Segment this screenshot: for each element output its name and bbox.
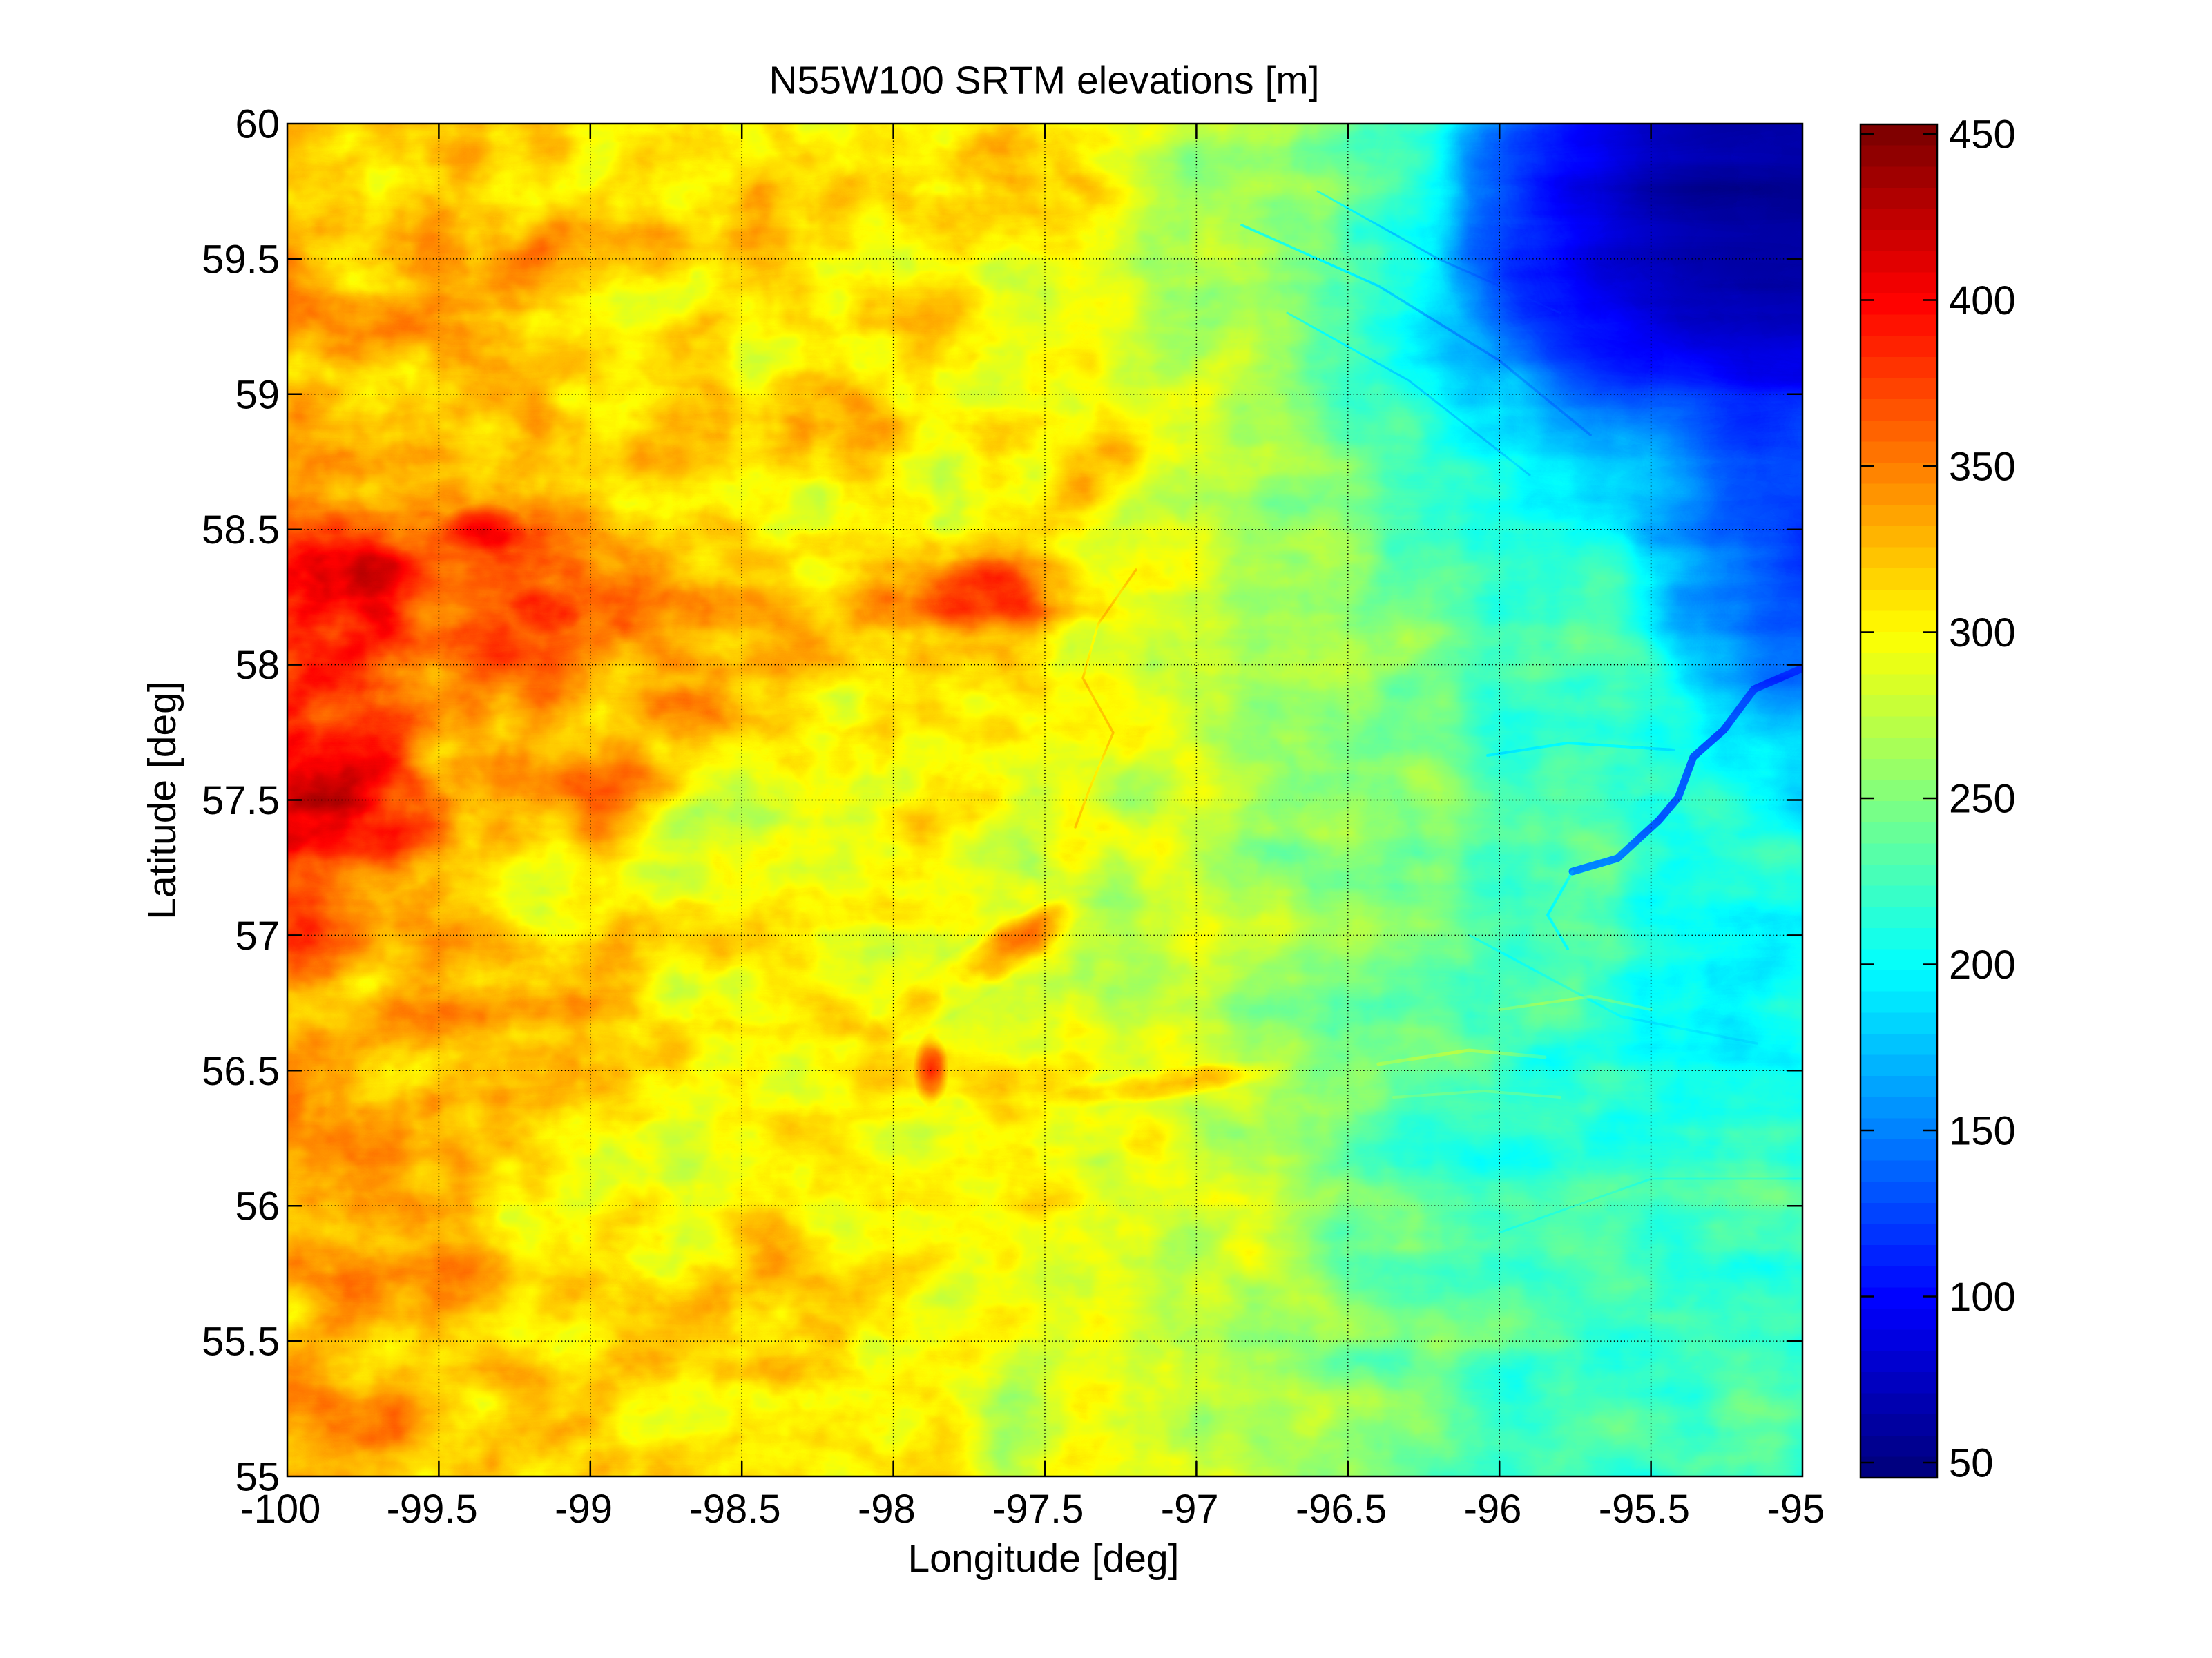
svg-text:56.5: 56.5 [202,1049,280,1094]
svg-text:57.5: 57.5 [202,778,280,823]
svg-text:-95: -95 [1767,1487,1825,1532]
svg-text:58: 58 [235,643,280,688]
svg-text:150: 150 [1949,1109,2016,1154]
svg-text:-98: -98 [858,1487,916,1532]
svg-text:-96: -96 [1464,1487,1522,1532]
svg-text:Latitude [deg]: Latitude [deg] [140,681,184,919]
svg-text:56: 56 [235,1184,280,1229]
svg-text:60: 60 [235,102,280,147]
svg-text:-100: -100 [240,1487,320,1532]
svg-text:-97.5: -97.5 [992,1487,1084,1532]
svg-text:58.5: 58.5 [202,508,280,552]
svg-text:55.5: 55.5 [202,1320,280,1365]
svg-text:55: 55 [235,1455,280,1500]
svg-text:450: 450 [1949,113,2016,157]
svg-text:-99: -99 [555,1487,613,1532]
svg-text:-99.5: -99.5 [387,1487,478,1532]
svg-text:59: 59 [235,372,280,417]
svg-text:-95.5: -95.5 [1599,1487,1690,1532]
svg-text:N55W100 SRTM elevations [m]: N55W100 SRTM elevations [m] [769,59,1319,103]
svg-text:59.5: 59.5 [202,237,280,282]
svg-text:-97: -97 [1161,1487,1219,1532]
svg-text:-96.5: -96.5 [1296,1487,1387,1532]
svg-text:350: 350 [1949,445,2016,490]
svg-text:Longitude [deg]: Longitude [deg] [907,1536,1179,1581]
svg-text:57: 57 [235,914,280,958]
svg-text:400: 400 [1949,278,2016,323]
svg-text:50: 50 [1949,1441,1994,1486]
svg-text:300: 300 [1949,610,2016,655]
svg-text:250: 250 [1949,777,2016,822]
svg-text:-98.5: -98.5 [689,1487,780,1532]
svg-text:200: 200 [1949,943,2016,987]
svg-text:100: 100 [1949,1275,2016,1320]
